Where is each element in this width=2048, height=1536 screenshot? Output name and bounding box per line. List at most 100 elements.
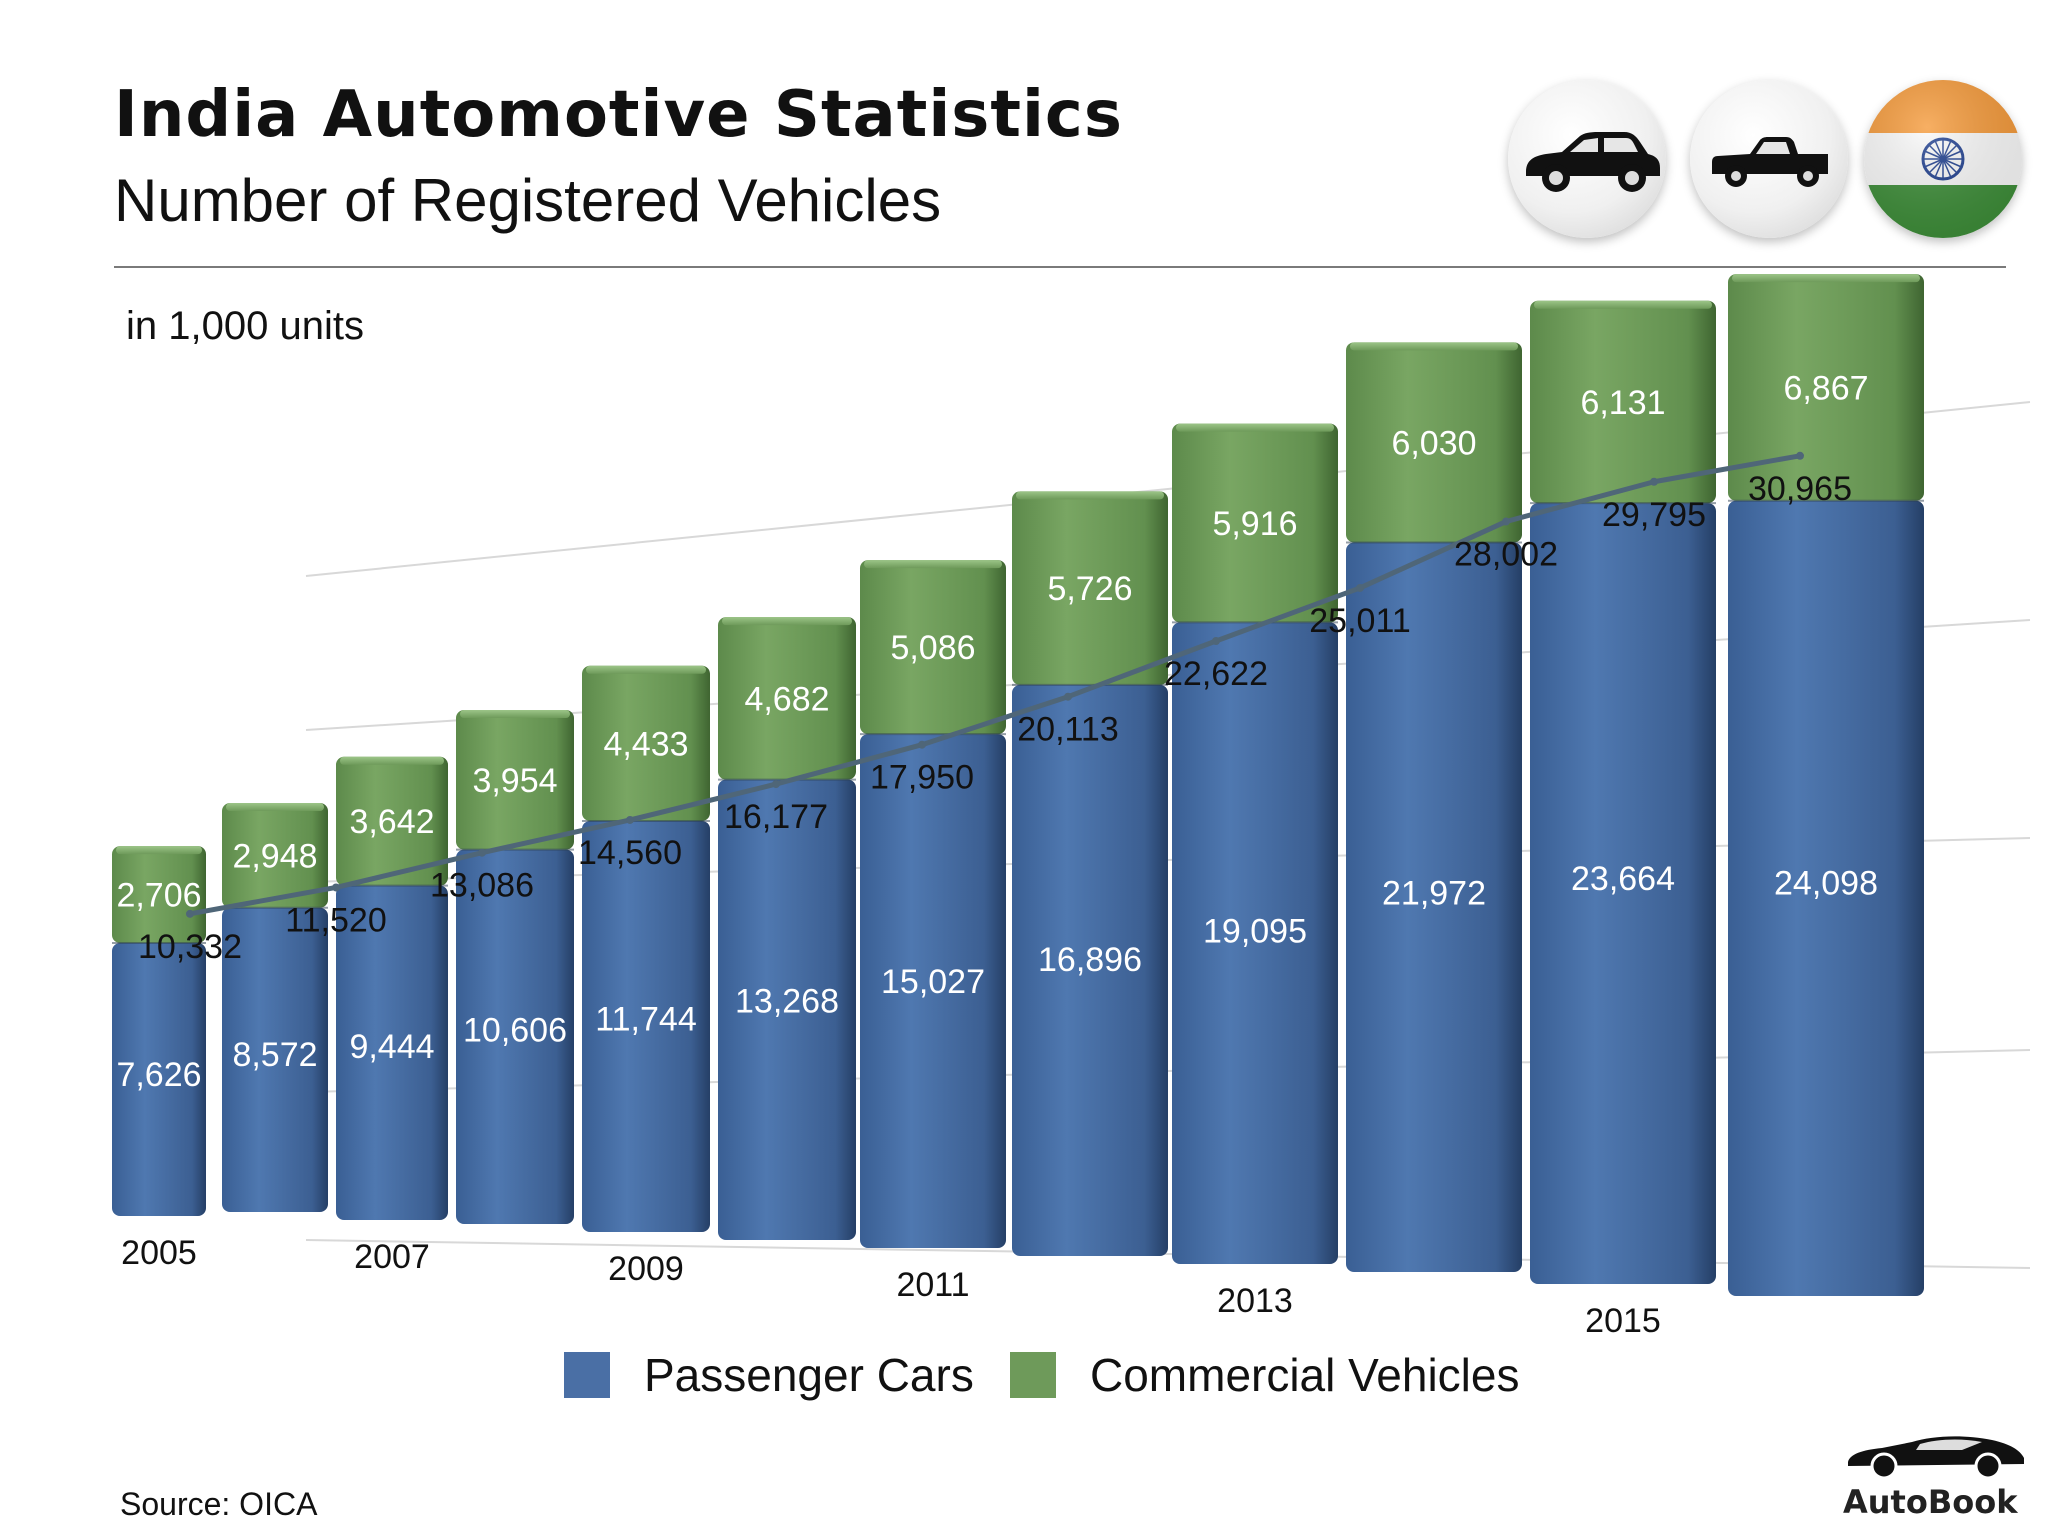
bar-passenger-cars-2008 <box>456 849 574 1224</box>
total-line-label: 10,332 <box>138 928 242 966</box>
data-label-commercial-vehicles: 3,642 <box>349 803 434 841</box>
sports-car-logo-icon <box>1848 1436 2024 1480</box>
india-flag-icon <box>1864 80 2022 238</box>
data-label-passenger-cars: 9,444 <box>349 1028 434 1066</box>
bar-passenger-cars-2011 <box>860 734 1006 1248</box>
total-line-label: 17,950 <box>870 759 974 797</box>
bar-top-highlight <box>586 665 706 674</box>
bar-passenger-cars-2005 <box>112 942 206 1216</box>
legend-swatch-passenger-cars <box>564 1352 610 1398</box>
data-label-passenger-cars: 23,664 <box>1571 860 1675 898</box>
data-label-commercial-vehicles: 3,954 <box>472 762 557 800</box>
data-label-passenger-cars: 8,572 <box>232 1036 317 1074</box>
bar-top-highlight <box>864 560 1002 569</box>
car-icon <box>1508 80 1666 238</box>
page-subtitle: Number of Registered Vehicles <box>114 167 942 234</box>
total-line-point <box>1212 636 1220 645</box>
total-line-label: 14,560 <box>578 834 682 872</box>
data-label-passenger-cars: 21,972 <box>1382 875 1486 913</box>
total-line-point <box>1502 517 1510 526</box>
bar-top-highlight <box>1732 274 1920 283</box>
data-label-passenger-cars: 13,268 <box>735 983 839 1021</box>
bar-top-highlight <box>1350 342 1518 351</box>
bar-passenger-cars-2013 <box>1172 622 1338 1264</box>
data-label-commercial-vehicles: 2,948 <box>232 837 317 875</box>
total-line-point <box>332 883 340 892</box>
bar-commercial-vehicles-2013 <box>1172 423 1338 623</box>
bar-passenger-cars-2009 <box>582 820 710 1232</box>
data-label-commercial-vehicles: 2,706 <box>116 877 201 915</box>
x-tick-label: 2009 <box>608 1250 684 1288</box>
header-divider <box>114 266 2006 268</box>
bar-top-highlight <box>722 617 852 626</box>
bar-top-highlight <box>1534 300 1712 309</box>
bar-commercial-vehicles-2008 <box>456 710 574 850</box>
total-line <box>189 453 1801 917</box>
data-label-commercial-vehicles: 6,131 <box>1580 384 1665 422</box>
legend-swatch-commercial-vehicles <box>1010 1352 1056 1398</box>
x-tick-label: 2005 <box>121 1234 197 1272</box>
data-label-passenger-cars: 11,744 <box>595 1000 696 1038</box>
total-line-label: 16,177 <box>724 798 828 836</box>
x-tick-label: 2013 <box>1217 1282 1293 1320</box>
data-label-commercial-vehicles: 4,433 <box>603 725 688 763</box>
bar-commercial-vehicles-2005 <box>112 846 206 943</box>
bar-top-highlight <box>226 803 324 812</box>
total-line-label: 29,795 <box>1602 496 1706 534</box>
bar-top-highlight <box>460 710 570 719</box>
data-label-commercial-vehicles: 5,726 <box>1047 570 1132 608</box>
bar-commercial-vehicles-2009 <box>582 665 710 821</box>
bar-commercial-vehicles-2015 <box>1530 300 1716 504</box>
total-line-label: 25,011 <box>1309 602 1410 640</box>
bar-commercial-vehicles-2007 <box>336 756 448 886</box>
data-label-commercial-vehicles: 4,682 <box>744 680 829 718</box>
total-line-point <box>772 780 780 789</box>
total-line-label: 22,622 <box>1164 655 1268 693</box>
bar-passenger-cars-2006 <box>222 907 328 1212</box>
bar-commercial-vehicles-2010 <box>718 617 856 780</box>
bar-commercial-vehicles-2011 <box>860 560 1006 735</box>
brand-name: AutoBook <box>1843 1483 2018 1521</box>
total-line-point <box>918 740 926 749</box>
bar-passenger-cars-2016 <box>1728 500 1924 1296</box>
bar-top-highlight <box>116 846 202 855</box>
units-label: in 1,000 units <box>126 304 364 348</box>
bar-commercial-vehicles-2016 <box>1728 274 1924 501</box>
bar-passenger-cars-2007 <box>336 885 448 1220</box>
total-line-label: 11,520 <box>285 901 386 939</box>
total-line-point <box>186 909 194 918</box>
bar-commercial-vehicles-2012 <box>1012 491 1168 685</box>
total-line-label: 28,002 <box>1454 536 1558 574</box>
bar-top-highlight <box>1176 423 1334 432</box>
data-label-passenger-cars: 19,095 <box>1203 912 1307 950</box>
x-tick-label: 2007 <box>354 1238 430 1276</box>
total-line-label: 13,086 <box>430 867 534 905</box>
pickup-truck-icon <box>1690 80 1848 238</box>
data-label-commercial-vehicles: 6,030 <box>1391 424 1476 462</box>
data-label-commercial-vehicles: 6,867 <box>1783 369 1868 407</box>
data-label-passenger-cars: 15,027 <box>881 963 985 1001</box>
data-label-commercial-vehicles: 5,086 <box>890 629 975 667</box>
data-label-passenger-cars: 16,896 <box>1038 941 1142 979</box>
bar-passenger-cars-2014 <box>1346 542 1522 1272</box>
data-label-commercial-vehicles: 5,916 <box>1212 505 1297 543</box>
total-line-point <box>1064 692 1072 701</box>
total-line-label: 30,965 <box>1748 470 1852 508</box>
total-line-label: 20,113 <box>1017 711 1118 749</box>
bar-passenger-cars-2015 <box>1530 503 1716 1284</box>
data-label-passenger-cars: 24,098 <box>1774 864 1878 902</box>
total-line-point <box>1796 451 1804 460</box>
bar-top-highlight <box>1016 491 1164 500</box>
bar-passenger-cars-2012 <box>1012 684 1168 1256</box>
bar-commercial-vehicles-2014 <box>1346 342 1522 543</box>
bar-commercial-vehicles-2006 <box>222 803 328 908</box>
page-title: India Automotive Statistics <box>114 78 1123 152</box>
source-note: Source: OICA <box>120 1486 318 1522</box>
x-tick-label: 2015 <box>1585 1302 1661 1340</box>
bar-top-highlight <box>340 756 444 765</box>
data-label-passenger-cars: 10,606 <box>463 1011 567 1049</box>
legend-label-passenger-cars: Passenger Cars <box>644 1349 974 1401</box>
total-line-point <box>626 815 634 824</box>
legend-label-commercial-vehicles: Commercial Vehicles <box>1090 1349 1520 1401</box>
